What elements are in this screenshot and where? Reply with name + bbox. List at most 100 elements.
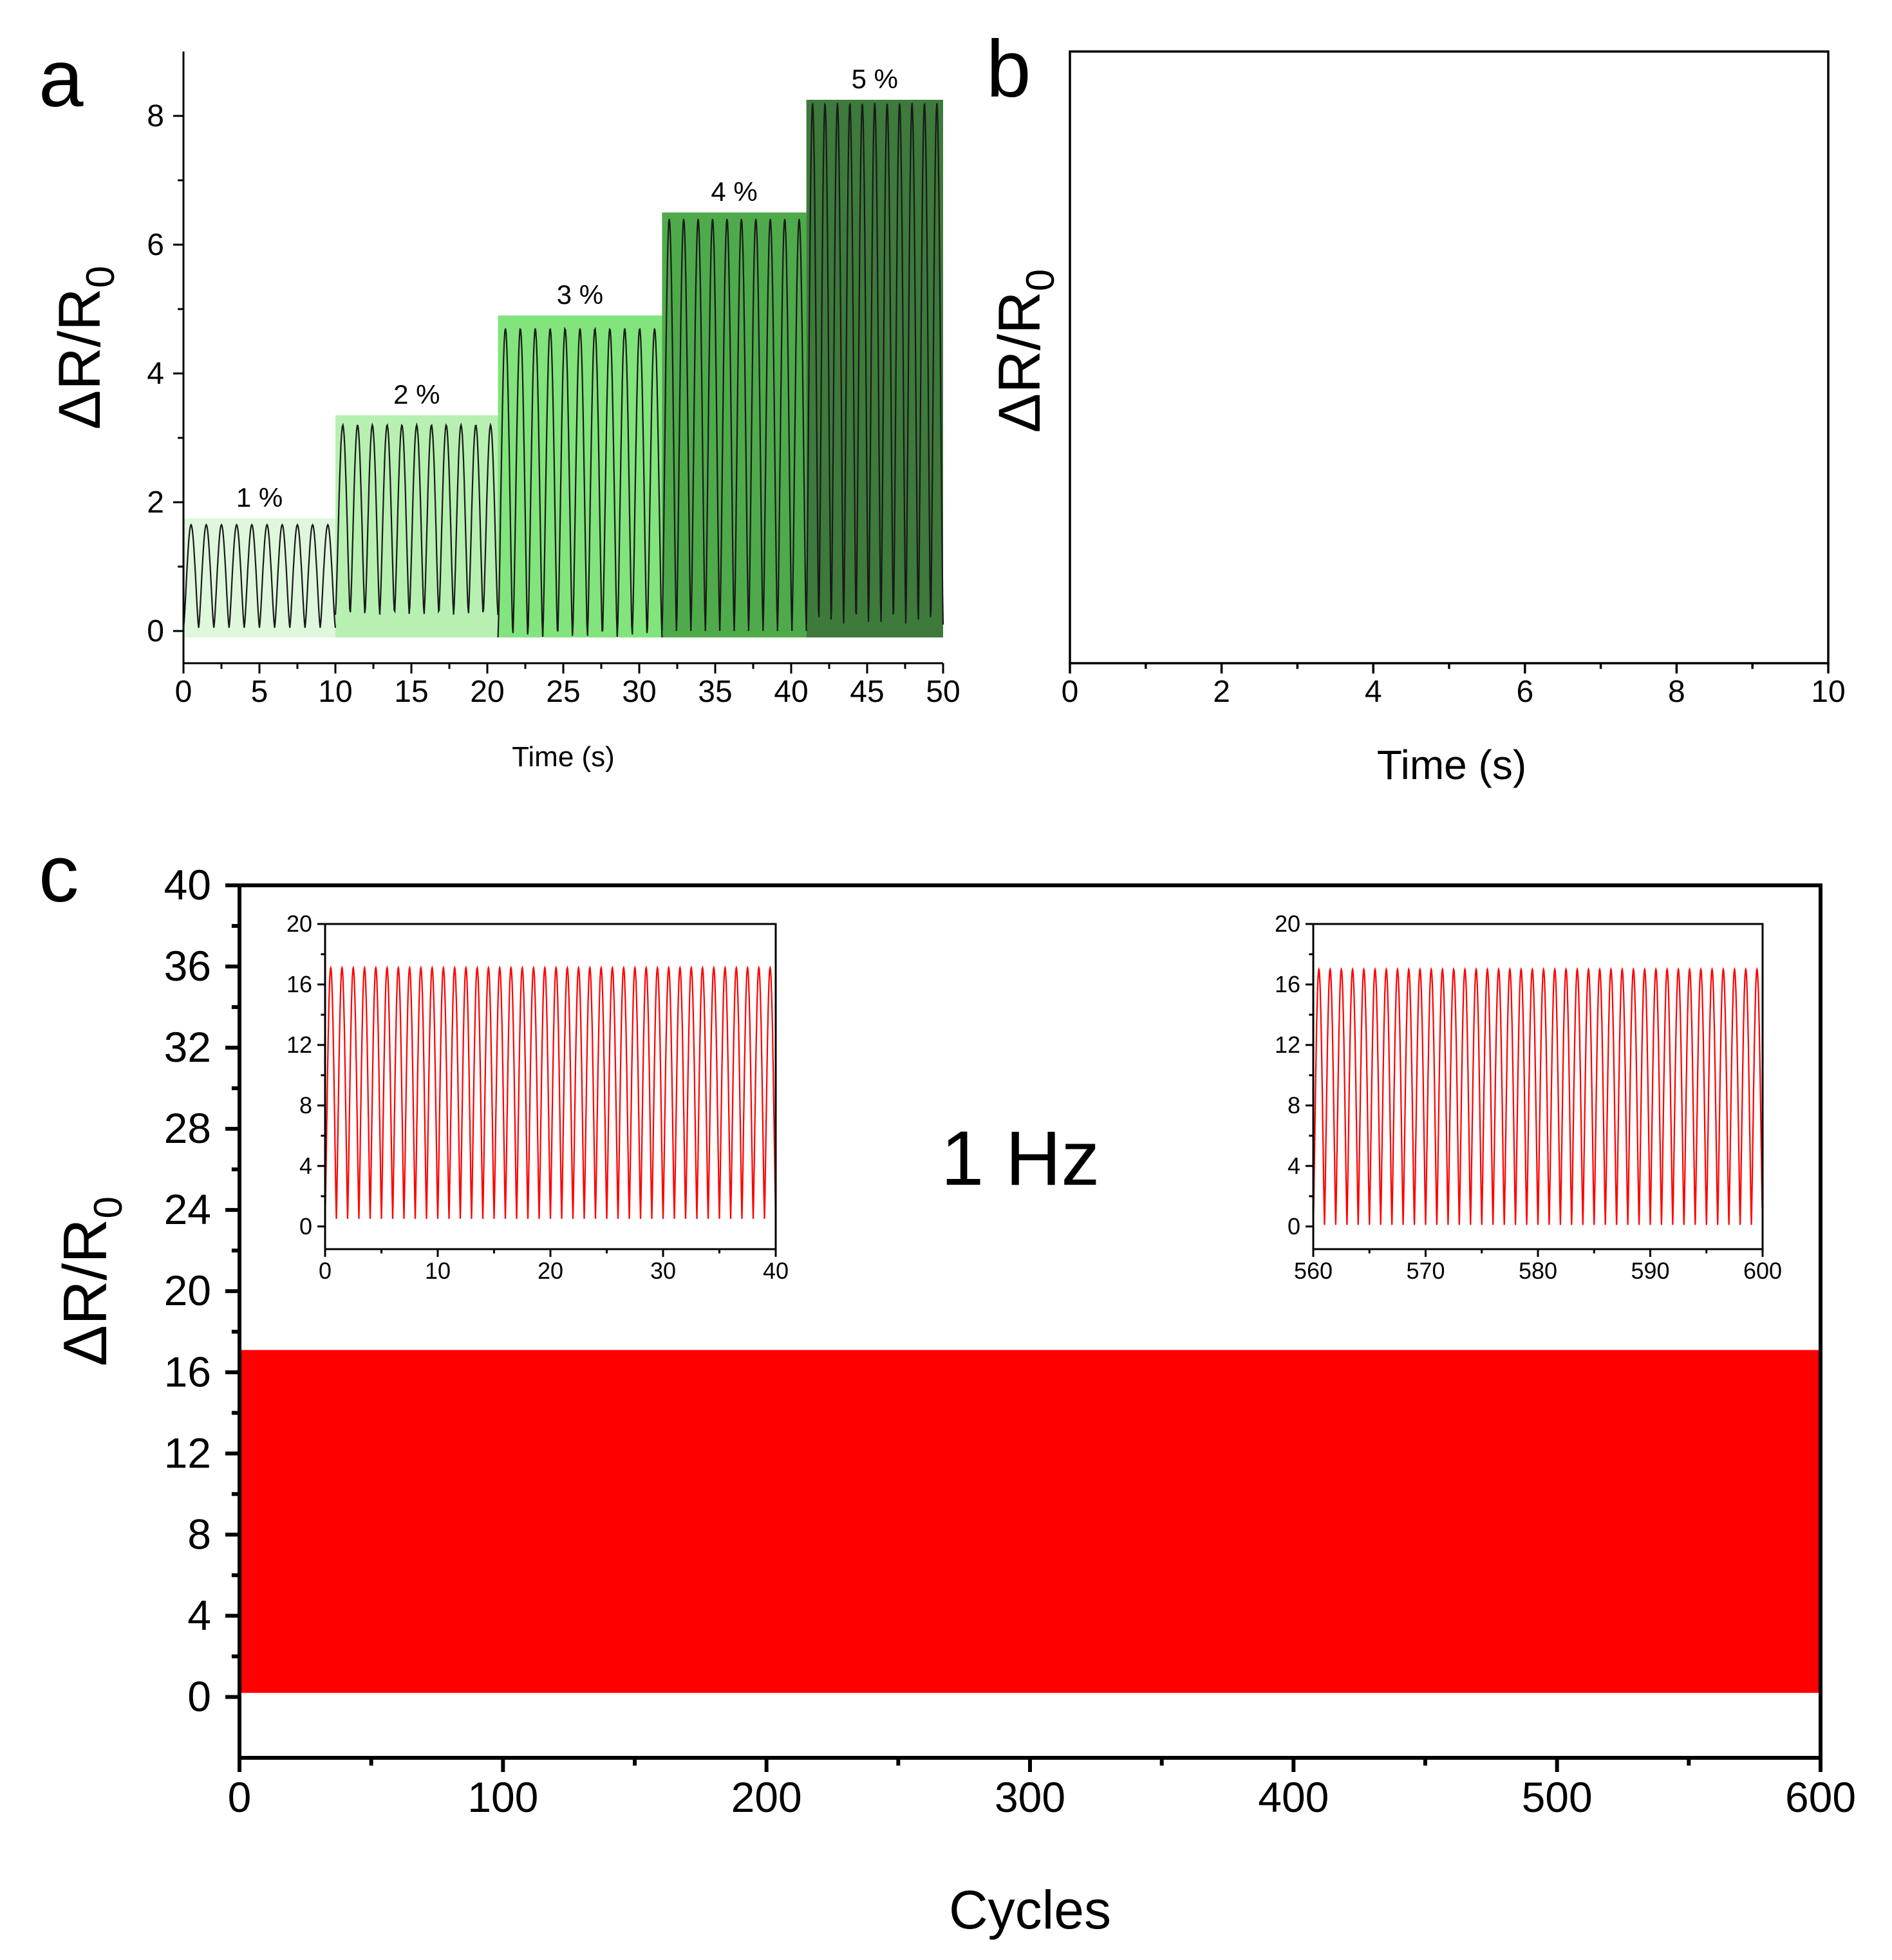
panel-b-xtick-label: 8 (1668, 675, 1685, 709)
inset-signal (324, 965, 777, 1220)
panel-c-signal-band (239, 1350, 1821, 1693)
panel-c-ytick-label: 16 (164, 1348, 211, 1395)
step-box-4 (662, 212, 807, 637)
panel-c-frequency-annotation: 1 Hz (941, 1115, 1100, 1201)
panel-b-xlabel: Time (s) (1377, 742, 1526, 788)
inset-1-ytick-label: 16 (1275, 971, 1300, 997)
panel-b-xtick-label: 0 (1062, 675, 1079, 709)
panel-c-ytick-label: 32 (164, 1023, 211, 1071)
panel-a-xtick-label: 10 (318, 675, 352, 709)
panel-c-xtick-label: 300 (995, 1773, 1065, 1821)
inset-1-xtick-label: 590 (1631, 1258, 1669, 1284)
panel-b-ylabel: ΔR/R0 (987, 269, 1063, 433)
panel-c-letter: c (39, 829, 79, 919)
inset-1-ytick-label: 8 (1288, 1092, 1300, 1118)
inset-1-ytick-label: 0 (1288, 1213, 1300, 1239)
inset-0-ytick-label: 0 (299, 1213, 312, 1239)
inset-0-ytick-label: 8 (299, 1092, 312, 1118)
inset-1-xtick-label: 600 (1743, 1258, 1782, 1284)
panel-c-xtick-label: 0 (228, 1773, 252, 1821)
panel-a-xtick-label: 40 (774, 675, 808, 709)
step-signal-3 (497, 326, 663, 638)
panel-a-xtick-label: 45 (850, 675, 884, 709)
panel-b-axes: 0 2 4 6 8 10 (1062, 50, 1846, 709)
inset-0-xtick-label: 30 (650, 1258, 676, 1284)
panel-a-ylabel: ΔR/R0 (47, 266, 123, 429)
inset-0-ytick-label: 4 (299, 1153, 312, 1179)
panel-c-inset-left: 0 10 20 30 40 0 4 8 12 16 20 (286, 910, 789, 1284)
panel-a-xtick-label: 30 (622, 675, 656, 709)
panel-c-ytick-label: 12 (164, 1429, 211, 1476)
panel-b-xtick-label: 6 (1516, 675, 1533, 709)
step-box-3 (498, 316, 662, 637)
panel-a: a ΔR/R0 Time (s) 1 % 2 % 3 % 4 % 5 % 0 5 10 15 2… (39, 34, 960, 773)
step-label-4: 4 % (711, 176, 757, 207)
panel-a-step-labels: 1 % 2 % 3 % 4 % 5 % (236, 64, 898, 513)
panel-b-xtick-label: 2 (1213, 675, 1230, 709)
inset-0-xtick-label: 40 (763, 1258, 789, 1284)
inset-1-xtick-label: 570 (1406, 1258, 1445, 1284)
inset-0-ytick-label: 20 (286, 910, 312, 937)
panel-c-ytick-label: 8 (187, 1510, 211, 1558)
inset-0-ytick-label: 16 (286, 971, 312, 997)
panel-a-xtick-label: 35 (698, 675, 732, 709)
step-signal-4 (661, 218, 807, 632)
inset-0-xtick-label: 10 (425, 1258, 451, 1284)
panel-a-xtick-label: 0 (175, 675, 192, 709)
step-label-1: 1 % (236, 482, 283, 513)
panel-c-ytick-label: 40 (164, 861, 211, 909)
panel-a-xtick-label: 5 (251, 675, 268, 709)
panel-a-axes: 0 5 10 15 20 25 30 35 40 45 50 0 2 4 6 8 (147, 52, 960, 709)
panel-a-ytick-label: 6 (147, 228, 164, 262)
panel-b-frame (1069, 50, 1830, 664)
panel-c-xtick-label: 500 (1522, 1773, 1593, 1821)
panel-c-ytick-label: 0 (187, 1672, 211, 1720)
step-label-3: 3 % (557, 279, 603, 310)
panel-a-ytick-label: 4 (147, 357, 164, 391)
inset-1-xtick-label: 560 (1294, 1258, 1333, 1284)
step-label-2: 2 % (393, 379, 440, 410)
panel-a-xtick-label: 20 (470, 675, 504, 709)
step-signal-5 (805, 102, 944, 625)
panel-c-ylabel: ΔR/R0 (51, 1196, 131, 1366)
inset-1-ytick-label: 20 (1275, 910, 1300, 937)
panel-c-ytick-label: 4 (187, 1591, 211, 1639)
step-signal-2 (334, 422, 499, 616)
panel-c-xlabel: Cycles (949, 1880, 1111, 1940)
panel-a-ytick-label: 8 (147, 99, 164, 133)
panel-c-ytick-label: 24 (164, 1185, 211, 1233)
inset-0-xtick-label: 20 (538, 1258, 563, 1284)
panel-c-ytick-label: 36 (164, 942, 211, 990)
panel-c: c ΔR/R0 Cycles 0 100 200 300 400 500 600048121… (39, 829, 1856, 1940)
panel-a-xtick-label: 15 (394, 675, 428, 709)
panel-a-letter: a (39, 34, 84, 124)
panel-b-letter: b (986, 24, 1031, 114)
panel-c-xtick-label: 200 (731, 1773, 802, 1821)
panel-c-xtick-label: 400 (1258, 1773, 1329, 1821)
panel-c-xtick-label: 100 (467, 1773, 538, 1821)
inset-1-ytick-label: 4 (1288, 1153, 1300, 1179)
step-signal-1 (182, 523, 337, 628)
step-label-5: 5 % (852, 64, 898, 94)
inset-0-xtick-label: 0 (319, 1258, 332, 1284)
panel-a-ytick-label: 2 (147, 485, 164, 520)
panel-b: b ΔR/R0 Time (s) 0 2 4 6 8 10 (986, 24, 1846, 788)
inset-signal (1312, 966, 1764, 1225)
panel-a-xtick-label: 50 (926, 675, 960, 709)
panel-a-xlabel: Time (s) (512, 741, 615, 773)
signal-band (239, 1350, 1821, 1693)
step-box-1 (183, 518, 335, 637)
inset-1-ytick-label: 12 (1275, 1032, 1300, 1058)
panel-c-ytick-label: 28 (164, 1104, 211, 1152)
panel-c-ytick-label: 20 (164, 1267, 211, 1314)
inset-0-ytick-label: 12 (286, 1032, 312, 1058)
panel-a-signal (182, 102, 944, 638)
panel-b-xtick-label: 4 (1365, 675, 1382, 709)
panel-c-xtick-label: 600 (1785, 1773, 1856, 1821)
inset-1-xtick-label: 580 (1519, 1258, 1557, 1284)
panel-a-ytick-label: 0 (147, 614, 164, 648)
panel-a-xtick-label: 25 (546, 675, 580, 709)
panel-b-xtick-label: 10 (1811, 675, 1845, 709)
